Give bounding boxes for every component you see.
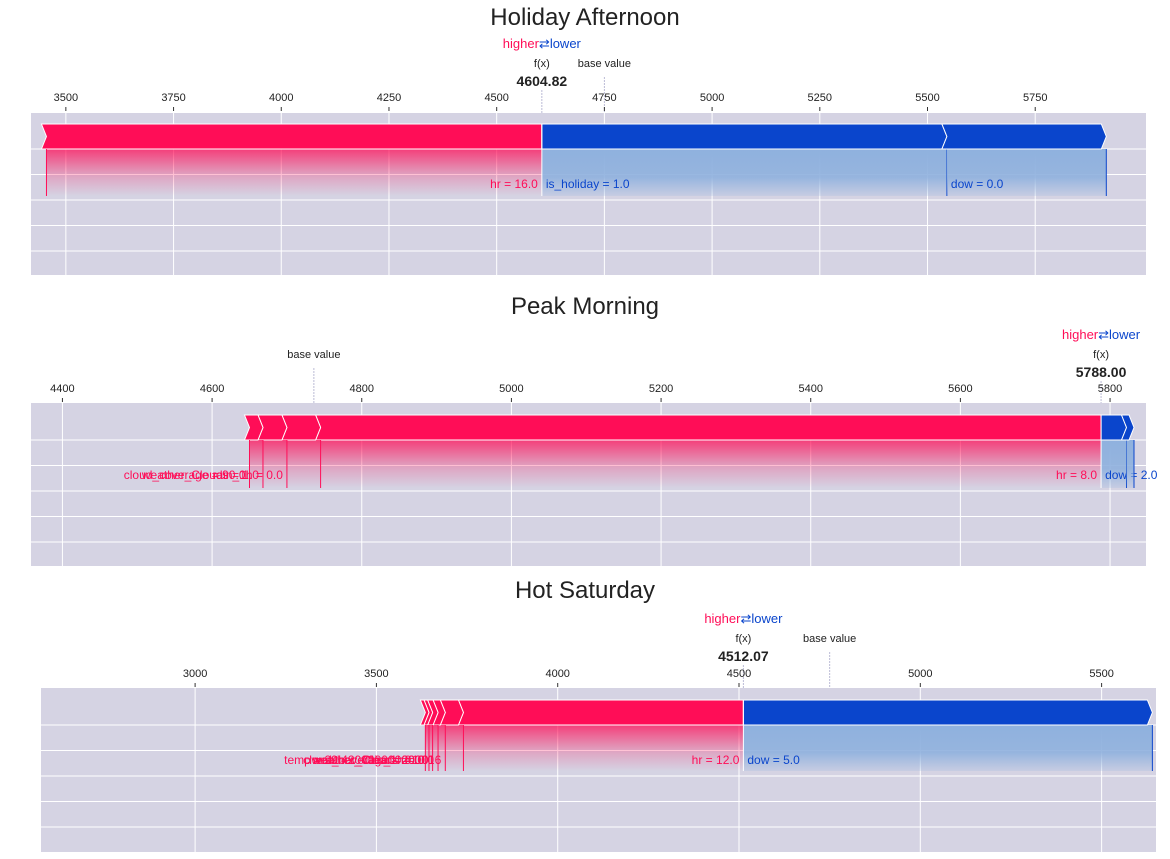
- force-plot-panel: Peak Morninghigher⇄lowerf(x)5788.00base …: [31, 293, 1158, 566]
- axis-tick-label: 3500: [54, 92, 78, 104]
- higher-lower-legend: higher⇄lower: [1062, 327, 1141, 342]
- negative-feature-label: dow = 5.0: [747, 753, 800, 767]
- positive-feature-shadow: [46, 149, 542, 196]
- axis-tick-label: 5200: [649, 383, 673, 395]
- positive-feature-label: weather_Clouds = 1.0: [311, 753, 429, 767]
- negative-feature-label: is_holiday = 1.0: [546, 177, 630, 191]
- negative-feature-shadow: [743, 725, 1153, 771]
- positive-feature-label: hr = 16.0: [490, 177, 538, 191]
- positive-feature-label: rain_1h = 0.0: [213, 468, 284, 482]
- positive-feature-label: hr = 12.0: [692, 753, 740, 767]
- positive-feature-label: cloud_coverage = 20.0: [303, 753, 425, 767]
- axis-tick-label: 5000: [908, 668, 932, 680]
- axis-tick-label: 3750: [161, 92, 185, 104]
- axis-tick-label: 4400: [50, 383, 74, 395]
- positive-feature-shadow: [425, 725, 429, 771]
- fx-value: 5788.00: [1076, 364, 1127, 380]
- positive-feature-shadow: [286, 440, 321, 488]
- positive-feature-shadow: [262, 440, 287, 488]
- axis-tick-label: 4000: [545, 668, 569, 680]
- lower-label: lower: [550, 36, 582, 51]
- fx-label: f(x): [534, 58, 550, 70]
- arrow-swap-icon: ⇄: [740, 611, 751, 626]
- negative-feature-shadow: [1101, 440, 1127, 488]
- axis-tick-label: 4500: [484, 92, 508, 104]
- axis-tick-label: 5250: [808, 92, 832, 104]
- positive-feature-shadow: [445, 725, 464, 771]
- chart-title: Hot Saturday: [515, 577, 655, 604]
- fx-label: f(x): [735, 633, 751, 645]
- axis-tick-label: 5800: [1098, 383, 1122, 395]
- positive-feature-label: rain_1h = 0.0: [364, 753, 435, 767]
- positive-feature-shadow: [249, 440, 263, 488]
- positive-feature-label: weather_Clouds = 1.0: [141, 468, 259, 482]
- force-plot-panel: Hot Saturdayhigher⇄lowerf(x)4512.07base …: [41, 577, 1156, 852]
- chart-title: Peak Morning: [511, 293, 659, 320]
- positive-feature-bar: [314, 414, 1102, 441]
- negative-feature-shadow: [541, 149, 947, 196]
- lower-label: lower: [751, 611, 783, 626]
- fx-value: 4604.82: [517, 73, 568, 89]
- positive-feature-shadow: [432, 725, 439, 771]
- axis-tick-label: 4250: [377, 92, 401, 104]
- axis-tick-label: 4750: [592, 92, 616, 104]
- negative-feature-bar: [1120, 414, 1135, 441]
- axis-tick-label: 4500: [727, 668, 751, 680]
- higher-label: higher: [503, 36, 540, 51]
- axis-tick-label: 5400: [798, 383, 822, 395]
- axis-tick-label: 5500: [1089, 668, 1113, 680]
- higher-label: higher: [704, 611, 741, 626]
- positive-feature-label: weather_Clear = 0.0: [312, 753, 422, 767]
- positive-feature-bar: [281, 414, 322, 441]
- fx-value: 4512.07: [718, 648, 769, 664]
- positive-feature-shadow: [438, 725, 446, 771]
- axis-tick-label: 5750: [1023, 92, 1047, 104]
- base-value-label: base value: [803, 633, 856, 645]
- higher-lower-legend: higher⇄lower: [704, 611, 783, 626]
- arrow-swap-icon: ⇄: [1098, 327, 1109, 342]
- negative-feature-shadow: [1126, 440, 1134, 488]
- higher-lower-legend: higher⇄lower: [503, 36, 582, 51]
- axis-tick-label: 5600: [948, 383, 972, 395]
- negative-feature-bar: [742, 699, 1153, 726]
- force-plot-panel: Holiday Afternoonhigher⇄lowerf(x)4604.82…: [31, 4, 1146, 275]
- axis-tick-label: 5500: [915, 92, 939, 104]
- fx-label: f(x): [1093, 349, 1109, 361]
- higher-label: higher: [1062, 327, 1099, 342]
- lower-label: lower: [1109, 327, 1141, 342]
- positive-feature-bar: [457, 699, 744, 726]
- base-value-label: base value: [578, 58, 631, 70]
- negative-feature-shadow: [946, 149, 1107, 196]
- axis-tick-label: 4600: [200, 383, 224, 395]
- positive-feature-bar: [419, 699, 430, 726]
- base-value-label: base value: [287, 349, 340, 361]
- positive-feature-bar: [243, 414, 264, 441]
- positive-feature-label: temp = 29.420000000000016: [284, 753, 441, 767]
- positive-feature-shadow: [320, 440, 1102, 488]
- positive-feature-label: hr = 8.0: [1056, 468, 1097, 482]
- positive-feature-bar: [40, 123, 543, 150]
- chart-title: Holiday Afternoon: [490, 4, 679, 31]
- axis-tick-label: 5000: [499, 383, 523, 395]
- axis-tick-label: 3500: [364, 668, 388, 680]
- arrow-swap-icon: ⇄: [539, 36, 550, 51]
- negative-feature-bar: [941, 123, 1107, 150]
- axis-tick-label: 4000: [269, 92, 293, 104]
- axis-tick-label: 3000: [183, 668, 207, 680]
- positive-feature-shadow: [463, 725, 744, 771]
- negative-feature-label: dow = 0.0: [951, 177, 1004, 191]
- axis-tick-label: 4800: [350, 383, 374, 395]
- negative-feature-bar: [541, 123, 948, 150]
- axis-tick-label: 5000: [700, 92, 724, 104]
- positive-feature-shadow: [428, 725, 433, 771]
- positive-feature-label: cloud_coverage = 90.0: [124, 468, 246, 482]
